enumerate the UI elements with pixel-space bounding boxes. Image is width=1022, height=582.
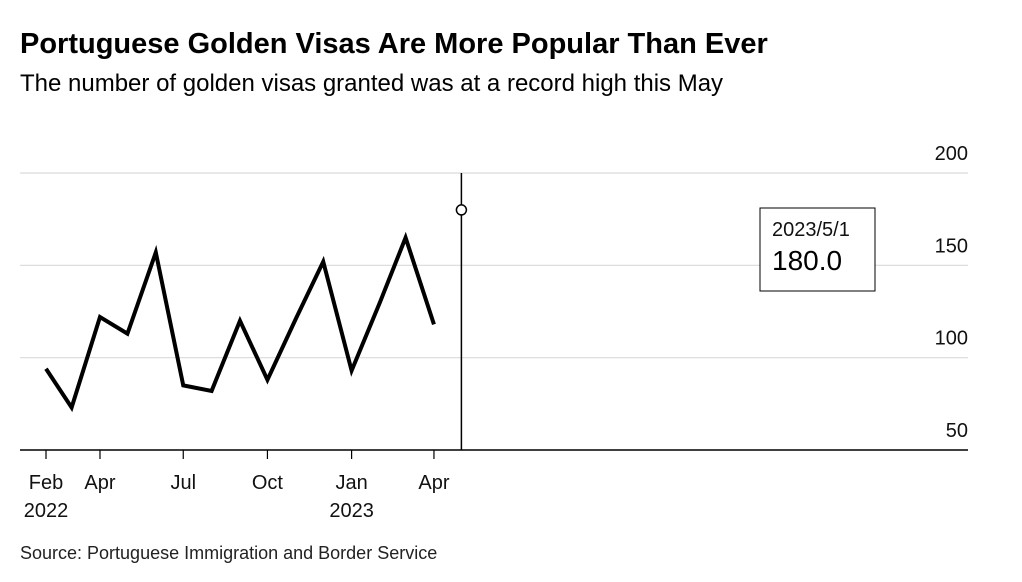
x-tick-year-label: 2022: [24, 500, 69, 522]
y-tick-label: 200: [935, 143, 968, 165]
hover-layer: 2023/5/1 180.0: [434, 173, 875, 450]
x-tick-label: Jan: [335, 472, 367, 494]
tooltip-date: 2023/5/1: [772, 219, 850, 241]
x-axis-ticks: Feb 2022 Apr Jul Oct Jan 2023 Apr: [24, 450, 450, 522]
y-tick-label: 100: [935, 328, 968, 350]
x-tick-label: Jul: [170, 472, 196, 494]
x-tick-label: Apr: [84, 472, 115, 494]
y-tick-label: 50: [946, 420, 968, 442]
series-line: [46, 238, 434, 408]
tooltip-value: 180.0: [772, 245, 842, 276]
x-tick-year-label: 2023: [329, 500, 374, 522]
last-segment-guide: [434, 210, 461, 324]
x-tick-label: Apr: [418, 472, 449, 494]
y-tick-label: 150: [935, 235, 968, 257]
tooltip: 2023/5/1 180.0: [760, 208, 875, 291]
source-note: Source: Portuguese Immigration and Borde…: [20, 541, 437, 565]
x-tick-label: Feb: [29, 472, 63, 494]
y-axis-ticks: 50 100 150 200: [935, 143, 968, 442]
series-layer: [46, 210, 462, 408]
x-tick-label: Oct: [252, 472, 284, 494]
